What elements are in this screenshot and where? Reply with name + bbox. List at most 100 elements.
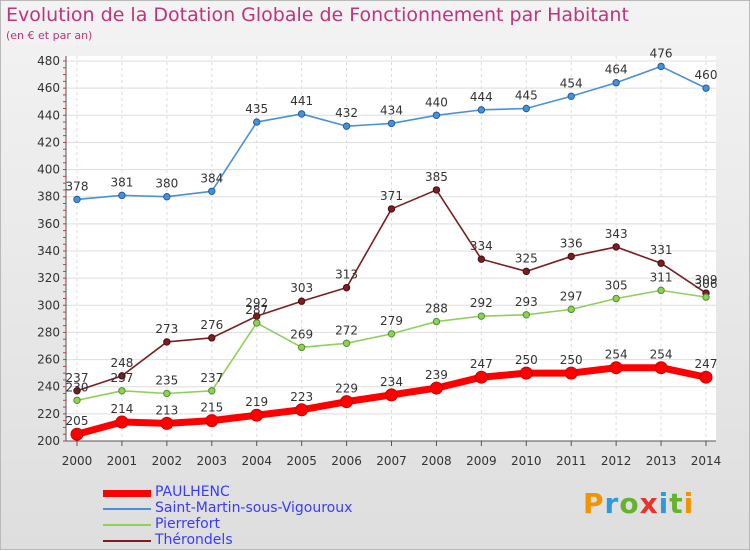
y-tick-label: 320 (37, 271, 60, 285)
data-label-saint-martin-sous-vigouroux: 454 (560, 76, 583, 90)
data-label-pierrefort: 305 (605, 279, 628, 293)
legend-label: PAULHENC (155, 484, 230, 500)
logo-letter: x (639, 487, 659, 520)
y-tick-label: 300 (37, 298, 60, 312)
data-point-th-rondels (163, 338, 171, 346)
data-label-th-rondels: 331 (650, 243, 673, 257)
y-tick-label: 380 (37, 190, 60, 204)
data-point-th-rondels (567, 252, 575, 261)
y-tick-label: 480 (37, 54, 60, 68)
x-tick-label: 2006 (331, 454, 362, 468)
data-point-saint-martin-sous-vigouroux (73, 195, 81, 204)
x-tick-label: 2014 (691, 454, 722, 468)
data-label-th-rondels: 325 (515, 251, 538, 265)
legend-swatch (103, 508, 151, 510)
data-label-saint-martin-sous-vigouroux: 381 (110, 175, 133, 189)
data-label-th-rondels: 309 (695, 273, 718, 287)
data-point-paulhenc (429, 381, 443, 395)
legend-label: Pierrefort (155, 516, 220, 532)
x-tick-label: 2013 (646, 454, 677, 468)
logo-letter: o (619, 487, 640, 520)
data-label-th-rondels: 336 (560, 236, 583, 250)
data-point-pierrefort (118, 387, 126, 395)
y-tick-label: 420 (37, 135, 60, 149)
y-tick-label: 200 (37, 434, 60, 448)
data-point-pierrefort (387, 330, 396, 338)
data-point-paulhenc (295, 403, 309, 417)
data-point-paulhenc (160, 416, 174, 430)
data-label-th-rondels: 334 (470, 239, 493, 253)
data-label-paulhenc: 254 (605, 348, 628, 362)
data-point-th-rondels (208, 334, 216, 342)
data-label-saint-martin-sous-vigouroux: 380 (155, 177, 178, 191)
data-label-th-rondels: 313 (335, 268, 358, 282)
data-label-saint-martin-sous-vigouroux: 432 (335, 106, 358, 120)
data-label-th-rondels: 303 (290, 281, 313, 295)
data-label-paulhenc: 219 (245, 395, 268, 409)
data-point-paulhenc (654, 361, 668, 375)
data-point-pierrefort (253, 319, 261, 327)
data-label-paulhenc: 250 (560, 353, 583, 367)
data-point-saint-martin-sous-vigouroux (163, 193, 171, 201)
y-tick-label: 360 (37, 217, 60, 231)
data-label-paulhenc: 214 (110, 402, 133, 416)
data-label-th-rondels: 276 (200, 318, 223, 332)
data-point-paulhenc (564, 366, 578, 380)
data-label-paulhenc: 254 (650, 348, 673, 362)
data-point-paulhenc (699, 370, 713, 384)
data-label-paulhenc: 247 (470, 357, 493, 371)
data-label-pierrefort: 279 (380, 314, 403, 328)
data-point-saint-martin-sous-vigouroux (208, 187, 216, 195)
data-point-saint-martin-sous-vigouroux (612, 79, 620, 87)
logo-letter: r (604, 487, 620, 520)
data-label-pierrefort: 272 (335, 323, 358, 337)
data-label-saint-martin-sous-vigouroux: 460 (695, 68, 718, 82)
x-tick-label: 2008 (421, 454, 452, 468)
data-label-saint-martin-sous-vigouroux: 444 (470, 90, 493, 104)
data-point-pierrefort (522, 311, 530, 319)
data-label-saint-martin-sous-vigouroux: 441 (290, 94, 313, 108)
proxiti-logo: Proxiti (583, 487, 694, 520)
data-label-pierrefort: 269 (290, 327, 313, 341)
data-point-saint-martin-sous-vigouroux (477, 106, 486, 114)
data-point-paulhenc (205, 414, 219, 428)
x-tick-label: 2011 (556, 454, 587, 468)
data-point-paulhenc (250, 408, 264, 422)
data-point-saint-martin-sous-vigouroux (118, 191, 126, 200)
x-tick-label: 2005 (286, 454, 317, 468)
logo-letter: t (669, 487, 684, 520)
x-tick-label: 2009 (466, 454, 497, 468)
data-label-pierrefort: 297 (560, 289, 583, 303)
data-point-saint-martin-sous-vigouroux (567, 92, 575, 100)
data-point-pierrefort (73, 396, 81, 404)
data-label-saint-martin-sous-vigouroux: 476 (650, 46, 673, 60)
y-tick-label: 280 (37, 325, 60, 339)
data-point-th-rondels (73, 387, 81, 395)
y-tick-label: 440 (37, 108, 60, 122)
data-label-saint-martin-sous-vigouroux: 440 (425, 95, 448, 109)
legend-swatch (103, 540, 151, 542)
chart-title: Evolution de la Dotation Globale de Fonc… (6, 4, 629, 26)
data-point-pierrefort (297, 343, 306, 352)
data-point-pierrefort (208, 387, 216, 395)
data-point-pierrefort (342, 339, 351, 347)
data-point-saint-martin-sous-vigouroux (387, 119, 396, 128)
x-tick-label: 2003 (197, 454, 228, 468)
data-point-saint-martin-sous-vigouroux (702, 84, 710, 92)
data-point-th-rondels (432, 186, 441, 194)
data-point-saint-martin-sous-vigouroux (297, 110, 306, 118)
data-label-pierrefort: 292 (470, 296, 493, 310)
y-tick-label: 220 (37, 407, 60, 421)
data-point-pierrefort (657, 286, 665, 295)
y-tick-label: 240 (37, 380, 60, 394)
data-point-pierrefort (432, 317, 441, 326)
data-point-th-rondels (342, 283, 351, 292)
legend-swatch (103, 524, 151, 526)
data-label-saint-martin-sous-vigouroux: 435 (245, 102, 268, 116)
legend-label: Thérondels (155, 532, 233, 548)
data-label-th-rondels: 371 (380, 189, 403, 203)
data-point-th-rondels (387, 205, 396, 213)
data-label-th-rondels: 237 (66, 371, 89, 385)
data-label-paulhenc: 234 (380, 375, 403, 389)
data-label-pierrefort: 237 (110, 371, 133, 385)
